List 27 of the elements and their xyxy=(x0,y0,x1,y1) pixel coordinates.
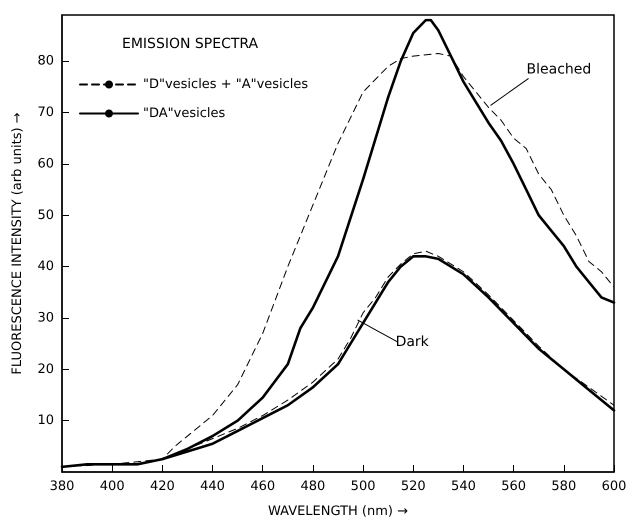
x-tick-label: 520 xyxy=(400,479,426,494)
y-tick-label: 30 xyxy=(37,310,54,326)
annotation: Dark xyxy=(396,334,430,350)
x-tick-label: 480 xyxy=(300,479,326,494)
legend-label: "DA"vesicles xyxy=(143,106,226,121)
y-tick-label: 50 xyxy=(37,208,54,223)
y-tick-label: 20 xyxy=(37,362,54,377)
x-tick-label: 380 xyxy=(50,479,74,494)
legend-label: "D"vesicles + "A"vesicles xyxy=(143,77,308,92)
y-tick-label: 60 xyxy=(37,156,54,172)
y-tick-label: 40 xyxy=(37,259,54,274)
x-tick-label: 560 xyxy=(501,479,526,494)
annotation: Bleached xyxy=(526,61,592,78)
x-tick-label: 600 xyxy=(602,479,626,494)
x-tick-label: 500 xyxy=(350,479,376,494)
x-tick-label: 400 xyxy=(100,479,125,494)
y-tick-label: 70 xyxy=(37,105,54,120)
x-tick-label: 580 xyxy=(551,479,576,494)
x-tick-label: 540 xyxy=(451,479,476,494)
x-axis-title: WAVELENGTH (nm) → xyxy=(268,504,408,519)
y-tick-label: 10 xyxy=(37,413,54,428)
y-tick-label: 80 xyxy=(37,54,54,69)
x-tick-label: 440 xyxy=(200,479,225,494)
y-axis-title: FLUORESCENCE INTENSITY (arb units) → xyxy=(10,112,25,375)
legend-title: EMISSION SPECTRA xyxy=(122,36,259,52)
x-tick-label: 460 xyxy=(250,479,276,494)
x-tick-label: 420 xyxy=(150,479,175,494)
